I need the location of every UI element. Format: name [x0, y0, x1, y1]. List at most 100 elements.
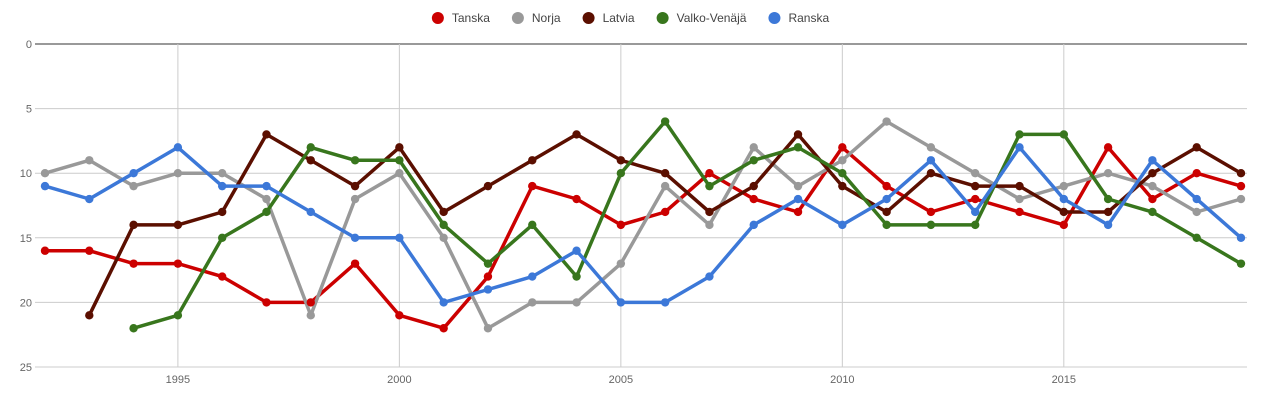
data-point-latvia: [1148, 169, 1157, 178]
data-point-latvia: [616, 156, 626, 165]
series-points: [40, 117, 1246, 333]
data-point-ranska: [262, 181, 271, 191]
data-point-norja: [40, 169, 50, 178]
data-point-norja: [129, 181, 138, 191]
data-point-latvia: [528, 156, 537, 165]
data-point-ranska: [1236, 233, 1246, 242]
data-point-latvia: [173, 220, 183, 230]
data-point-ranska: [1192, 194, 1201, 204]
data-point-latvia: [1103, 207, 1113, 217]
data-point-latvia: [926, 169, 936, 178]
data-point-tanska: [1059, 220, 1069, 230]
data-point-valko-ven-j-: [1015, 130, 1024, 139]
y-tick-label: 5: [26, 104, 32, 116]
data-point-tanska: [173, 259, 183, 268]
data-point-ranska: [926, 156, 936, 165]
data-point-valko-ven-j-: [262, 207, 271, 217]
data-point-valko-ven-j-: [1103, 194, 1113, 204]
data-point-valko-ven-j-: [705, 181, 714, 191]
data-point-valko-ven-j-: [971, 220, 980, 230]
data-point-norja: [350, 194, 360, 204]
y-tick-label: 15: [20, 233, 32, 245]
data-point-tanska: [129, 259, 138, 268]
data-point-latvia: [483, 181, 493, 191]
data-point-ranska: [1059, 194, 1069, 204]
legend-item-ranska[interactable]: Ranska: [768, 11, 829, 25]
data-point-tanska: [749, 194, 758, 204]
data-point-ranska: [129, 169, 138, 178]
data-point-latvia: [749, 181, 758, 191]
data-point-valko-ven-j-: [1236, 259, 1246, 268]
legend-item-valko-ven-j-[interactable]: Valko-Venäjä: [656, 11, 747, 25]
data-point-tanska: [616, 220, 626, 230]
data-point-valko-ven-j-: [306, 143, 315, 152]
data-point-norja: [1103, 169, 1113, 178]
grid: [35, 43, 1247, 368]
series-line-valko-ven-j-: [131, 119, 1243, 330]
data-point-valko-ven-j-: [129, 324, 138, 333]
data-point-norja: [971, 169, 980, 178]
data-point-latvia: [572, 130, 581, 139]
data-point-norja: [528, 298, 537, 307]
legend-item-norja[interactable]: Norja: [511, 11, 561, 25]
data-point-valko-ven-j-: [439, 220, 448, 230]
data-point-tanska: [439, 324, 448, 333]
data-point-tanska: [528, 181, 537, 191]
legend-label: Valko-Venäjä: [677, 11, 747, 25]
data-point-ranska: [85, 194, 94, 204]
data-point-ranska: [173, 143, 183, 152]
legend-marker: [511, 12, 524, 24]
data-point-norja: [1192, 207, 1201, 217]
data-point-ranska: [793, 194, 803, 204]
data-point-norja: [439, 233, 448, 242]
legend-item-tanska[interactable]: Tanska: [431, 11, 490, 25]
data-point-valko-ven-j-: [926, 220, 936, 230]
y-tick-label: 0: [26, 39, 32, 51]
data-point-tanska: [1015, 207, 1024, 217]
data-point-latvia: [882, 207, 891, 217]
data-point-norja: [660, 181, 670, 191]
data-point-latvia: [129, 220, 138, 230]
data-point-ranska: [882, 194, 891, 204]
data-point-ranska: [395, 233, 404, 242]
y-tick-label: 20: [20, 297, 32, 309]
data-point-ranska: [572, 246, 581, 255]
y-tick-label: 25: [20, 362, 32, 374]
x-axis: 1995 2000 2005 2010 2015: [166, 374, 1076, 386]
data-point-tanska: [660, 207, 670, 217]
data-point-norja: [616, 259, 626, 268]
data-point-ranska: [838, 220, 847, 230]
data-point-valko-ven-j-: [350, 156, 360, 165]
data-point-latvia: [439, 207, 448, 217]
data-point-norja: [926, 143, 936, 152]
data-point-tanska: [1148, 194, 1157, 204]
legend: Tanska Norja Latvia Valko-Venäjä Ranska: [431, 11, 829, 25]
data-point-valko-ven-j-: [483, 259, 493, 268]
data-point-latvia: [1192, 143, 1201, 152]
data-point-tanska: [1103, 143, 1113, 152]
y-tick-label: 10: [20, 168, 32, 180]
x-tick-label: 2005: [609, 374, 633, 386]
legend-item-latvia[interactable]: Latvia: [582, 11, 635, 25]
data-point-valko-ven-j-: [749, 156, 758, 165]
data-point-valko-ven-j-: [217, 233, 227, 242]
data-point-latvia: [838, 181, 847, 191]
legend-label: Norja: [532, 11, 561, 25]
data-point-tanska: [1192, 169, 1201, 178]
data-point-ranska: [616, 298, 626, 307]
data-point-ranska: [1148, 156, 1157, 165]
data-point-latvia: [262, 130, 271, 139]
data-point-norja: [217, 169, 227, 178]
data-point-ranska: [40, 181, 50, 191]
data-point-ranska: [217, 181, 227, 191]
data-point-tanska: [793, 207, 803, 217]
data-point-tanska: [971, 194, 980, 204]
data-point-valko-ven-j-: [173, 311, 183, 320]
data-point-latvia: [85, 311, 94, 320]
data-point-valko-ven-j-: [793, 143, 803, 152]
data-point-latvia: [395, 143, 404, 152]
data-point-ranska: [1015, 143, 1024, 152]
data-point-norja: [1236, 194, 1246, 204]
data-point-latvia: [217, 207, 227, 217]
